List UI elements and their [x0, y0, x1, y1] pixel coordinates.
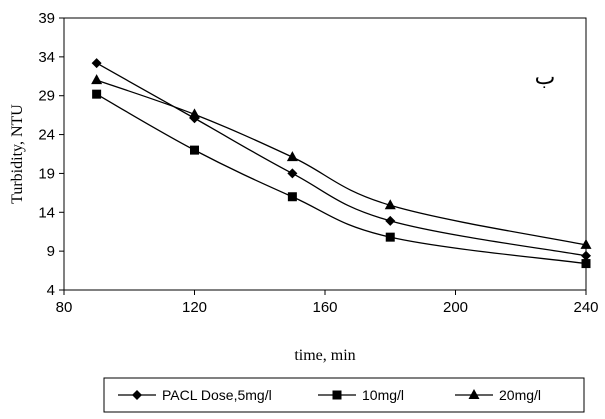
data-point-series-3 — [286, 151, 298, 162]
x-tick-label: 120 — [182, 299, 207, 316]
data-point-series-2 — [385, 232, 395, 242]
data-point-series-3 — [384, 199, 396, 210]
legend-label-2: 10mg/l — [362, 387, 404, 403]
y-tick-label: 29 — [38, 88, 55, 105]
data-point-series-1 — [385, 215, 396, 226]
series-line-3 — [96, 79, 587, 246]
series-layer — [91, 58, 592, 269]
y-tick-label: 39 — [38, 10, 55, 27]
x-tick-label: 80 — [56, 299, 73, 316]
legend-marker-3 — [468, 389, 480, 399]
legend-label-3: 20mg/l — [499, 387, 541, 403]
series-line-2 — [96, 93, 587, 265]
y-tick-label: 19 — [38, 165, 55, 182]
series-line-1 — [96, 62, 587, 257]
data-point-series-2 — [190, 145, 199, 155]
x-tick-label: 160 — [312, 299, 337, 316]
data-point-series-1 — [581, 250, 591, 261]
x-tick-label: 200 — [443, 299, 468, 316]
chart-annotation: ب — [535, 65, 556, 90]
data-point-series-1 — [91, 58, 102, 69]
y-tick-label: 9 — [47, 243, 55, 260]
y-tick-label: 14 — [38, 204, 55, 221]
legend-marker-1 — [132, 390, 142, 400]
x-tick-label: 240 — [573, 299, 598, 316]
data-point-series-3 — [189, 108, 200, 119]
y-tick-label: 34 — [38, 49, 55, 66]
data-point-series-2 — [581, 259, 591, 269]
plot-area-frame — [63, 17, 587, 291]
legend-label-1: PACL Dose,5mg/l — [162, 387, 272, 403]
data-point-series-2 — [92, 89, 102, 99]
y-axis: 4 9 14 19 24 29 34 39 — [38, 10, 64, 299]
data-point-series-3 — [91, 74, 103, 85]
legend-marker-2 — [332, 390, 342, 400]
x-axis-title: time, min — [294, 347, 355, 364]
x-axis: 80 120 160 200 240 — [56, 290, 599, 316]
y-tick-label: 24 — [38, 127, 55, 144]
data-point-series-3 — [580, 238, 592, 249]
y-axis-title: Turbidity, NTU — [9, 104, 26, 204]
data-point-series-2 — [287, 192, 297, 202]
y-tick-label: 4 — [47, 282, 55, 299]
legend: PACL Dose,5mg/l 10mg/l 20mg/l — [118, 387, 541, 403]
data-point-series-1 — [287, 168, 298, 179]
